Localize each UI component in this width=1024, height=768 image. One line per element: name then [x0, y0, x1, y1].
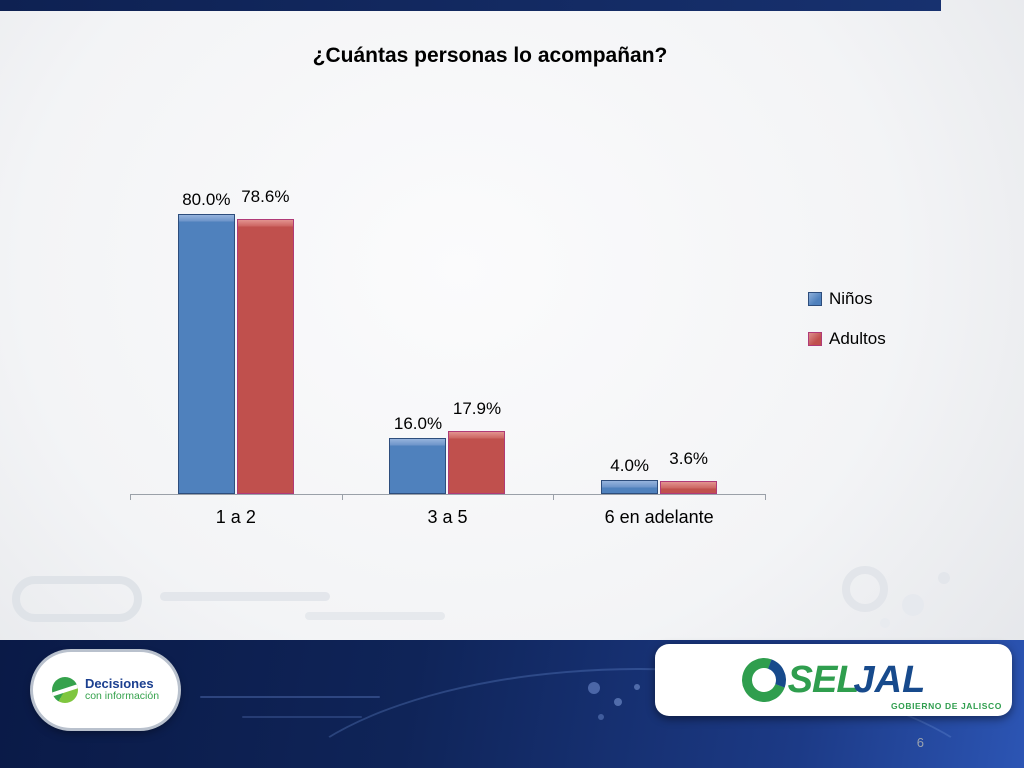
bar-adultos-1	[236, 218, 294, 494]
osel-logo-subtitle: GOBIERNO DE JALISCO	[890, 701, 1002, 711]
axis-tick	[341, 494, 343, 500]
decisiones-logo: Decisiones con información	[33, 652, 178, 728]
bar-adultos-2	[448, 431, 506, 494]
legend-item-ninos: Niños	[808, 286, 886, 312]
data-label-adultos-2: 17.9%	[452, 399, 502, 419]
category-label-2: 3 a 5	[427, 507, 468, 527]
axis-tick	[553, 494, 555, 500]
decor-circle-3	[938, 572, 950, 584]
data-label-adultos-1: 78.6%	[241, 186, 290, 206]
bar-adultos-3	[660, 481, 718, 494]
axis-tick	[765, 494, 766, 500]
decor-line-1	[200, 696, 380, 698]
osel-o-ring-icon	[734, 650, 793, 710]
bar-group-2: 16.0% 17.9%	[342, 148, 554, 494]
bar-group-3: 4.0% 3.6%	[553, 148, 765, 494]
decor-bar-1	[160, 592, 330, 601]
bar-col-ninos-3: 4.0%	[601, 456, 659, 494]
decor-rounded-outline	[12, 576, 142, 622]
legend-item-adultos: Adultos	[808, 326, 886, 352]
decor-dot-4	[598, 714, 604, 720]
bar-ninos-3	[601, 480, 659, 494]
decor-circle-2	[902, 594, 924, 616]
category-label-3: 6 en adelante	[604, 507, 714, 527]
category-label-1: 1 a 2	[215, 507, 256, 527]
bar-col-adultos-3: 3.6%	[660, 449, 718, 494]
legend-swatch-adultos-icon	[808, 332, 822, 346]
decor-circle-4	[880, 618, 890, 628]
legend-label-adultos: Adultos	[829, 329, 886, 348]
footer-band: Decisiones con información SEL JAL GOBIE…	[0, 640, 1024, 768]
decor-dot-1	[588, 682, 600, 694]
decor-line-2	[242, 716, 362, 718]
decisiones-swoosh-icon	[51, 677, 78, 703]
legend: Niños Adultos	[808, 286, 886, 366]
bar-col-adultos-2: 17.9%	[448, 399, 506, 494]
decisiones-logo-line2: con información	[84, 690, 160, 703]
page-number: 6	[916, 735, 924, 750]
top-accent-bar	[0, 0, 941, 11]
axis-tick	[130, 494, 131, 500]
bar-col-ninos-1: 80.0%	[177, 190, 235, 494]
decisiones-logo-line1: Decisiones	[84, 676, 154, 692]
decor-dot-3	[634, 684, 640, 690]
data-label-ninos-1: 80.0%	[182, 190, 231, 209]
bar-col-adultos-1: 78.6%	[236, 187, 294, 494]
decorative-circuit-band	[0, 556, 1024, 640]
chart-title: ¿Cuántas personas lo acompañan?	[312, 44, 668, 67]
data-label-ninos-3: 4.0%	[610, 456, 650, 475]
category-axis: 1 a 2 3 a 5 6 en adelante	[130, 503, 765, 531]
decor-bar-2	[305, 612, 445, 620]
plot-area: 80.0% 78.6% 16.0% 17.9% 4.0% 3.6%	[130, 148, 766, 500]
bar-group-1: 80.0% 78.6%	[130, 148, 342, 494]
legend-label-ninos: Niños	[829, 289, 873, 308]
bar-col-ninos-2: 16.0%	[389, 414, 447, 494]
osel-logo: SEL JAL GOBIERNO DE JALISCO	[655, 644, 1012, 716]
bar-ninos-1	[177, 214, 235, 494]
osel-logo-sel: SEL	[787, 658, 860, 701]
bar-ninos-2	[389, 438, 447, 494]
osel-logo-jal: JAL	[853, 658, 926, 701]
decor-circle-1	[842, 566, 888, 612]
data-label-ninos-2: 16.0%	[393, 414, 443, 433]
decor-dot-2	[614, 698, 622, 706]
decor-arc	[260, 668, 1020, 768]
data-label-adultos-3: 3.6%	[669, 449, 709, 469]
legend-swatch-ninos-icon	[808, 292, 822, 306]
